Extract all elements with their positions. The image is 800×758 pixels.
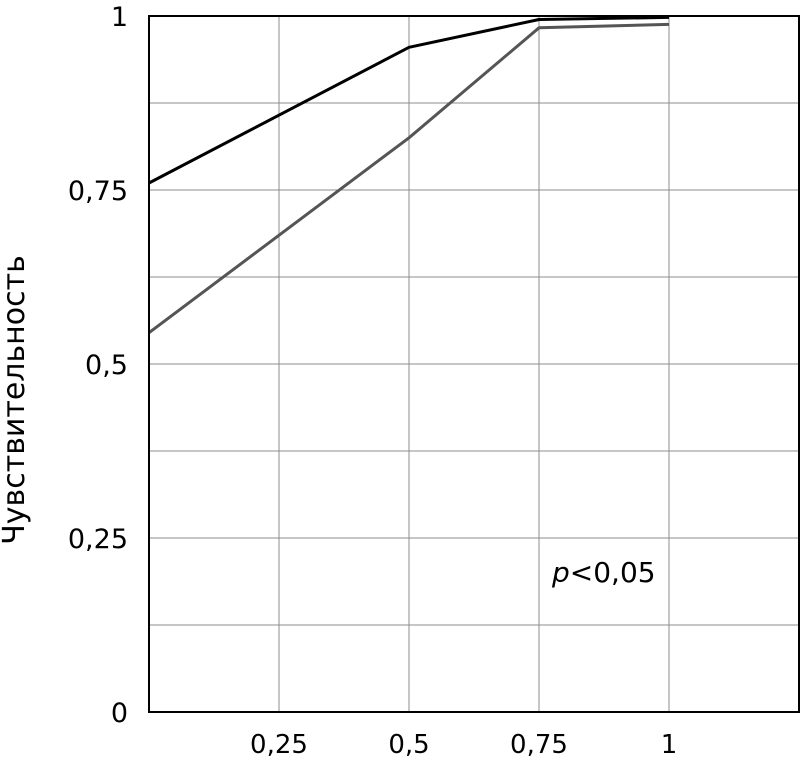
annotation-p: p bbox=[551, 556, 570, 589]
grid-lines bbox=[149, 16, 799, 712]
significance-annotation: p<0,05 bbox=[551, 556, 656, 589]
series-lines bbox=[148, 15, 670, 334]
x-tick-labels: 0,25 0,5 0,75 1 bbox=[250, 730, 677, 758]
y-tick-label: 0,25 bbox=[68, 524, 128, 555]
x-tick-label: 0,75 bbox=[510, 730, 568, 758]
y-tick-label: 1 bbox=[111, 2, 128, 33]
y-axis-label: Чувствительность bbox=[0, 255, 32, 545]
x-tick-label: 0,5 bbox=[388, 730, 429, 758]
series-line-2 bbox=[148, 22, 670, 334]
series-line-1 bbox=[148, 15, 670, 185]
x-tick-label: 0,25 bbox=[250, 730, 308, 758]
x-tick-label: 1 bbox=[661, 730, 678, 758]
annotation-value: <0,05 bbox=[570, 556, 656, 589]
plot-frame bbox=[148, 15, 800, 713]
y-tick-label: 0,5 bbox=[85, 350, 128, 381]
y-tick-label: 0 bbox=[111, 698, 128, 729]
y-tick-label: 0,75 bbox=[68, 176, 128, 207]
y-tick-labels: 0 0,25 0,5 0,75 1 bbox=[68, 2, 128, 729]
